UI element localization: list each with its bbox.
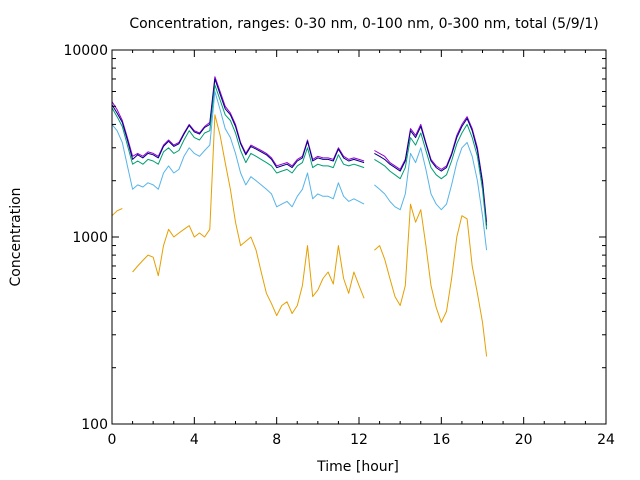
x-tick-label: 24: [597, 432, 615, 448]
y-tick-label: 100: [81, 417, 108, 433]
y-tick-label: 1000: [72, 230, 108, 246]
x-tick-label: 20: [515, 432, 533, 448]
series-line-1: [111, 78, 488, 226]
series-line-4: [111, 114, 488, 357]
plot-frame: [111, 49, 607, 425]
axis-ticks: 0 4 8 12 16 20 24 100 1000 10000: [63, 43, 615, 448]
plot-lines: [111, 76, 488, 357]
x-axis-label: Time [hour]: [316, 459, 399, 475]
x-tick-label: 4: [190, 432, 199, 448]
x-tick-label: 8: [272, 432, 281, 448]
y-tick-label: 10000: [63, 43, 108, 59]
chart-title: Concentration, ranges: 0-30 nm, 0-100 nm…: [129, 16, 598, 32]
series-line-2: [111, 84, 488, 230]
x-tick-label: 12: [350, 432, 368, 448]
series-line-3: [111, 91, 488, 251]
x-tick-label: 0: [108, 432, 117, 448]
y-axis-label: Concentration: [8, 187, 24, 286]
x-tick-label: 16: [432, 432, 450, 448]
